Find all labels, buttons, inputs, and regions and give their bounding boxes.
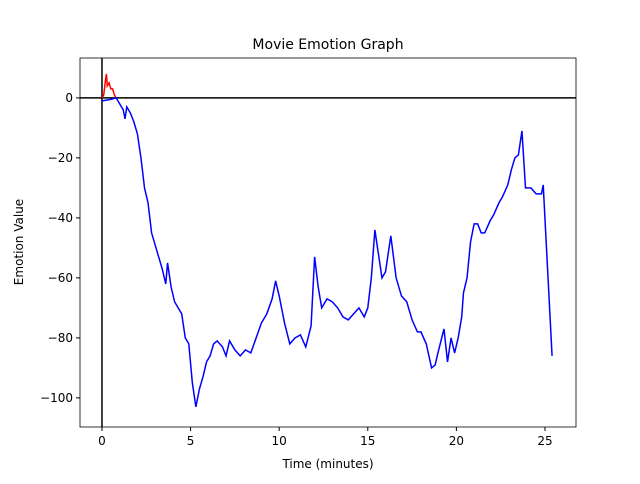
x-tick-label: 0 [98, 434, 106, 448]
x-tick-label: 5 [187, 434, 195, 448]
x-tick-label: 20 [449, 434, 464, 448]
y-tick-label: −100 [40, 391, 73, 405]
y-tick-label: −20 [48, 151, 73, 165]
x-tick-label: 15 [360, 434, 375, 448]
y-tick-label: 0 [65, 91, 73, 105]
y-axis-label: Emotion Value [12, 199, 26, 285]
plot-frame [79, 57, 577, 428]
y-tick-label: −80 [48, 331, 73, 345]
line-series [101, 73, 117, 99]
y-tick-label: −40 [48, 211, 73, 225]
x-tick-label: 25 [537, 434, 552, 448]
x-tick-label: 10 [272, 434, 287, 448]
chart-title: Movie Emotion Graph [252, 37, 403, 53]
line-series [101, 97, 553, 408]
y-tick-label: −60 [48, 271, 73, 285]
x-axis-label: Time (minutes) [281, 457, 373, 471]
